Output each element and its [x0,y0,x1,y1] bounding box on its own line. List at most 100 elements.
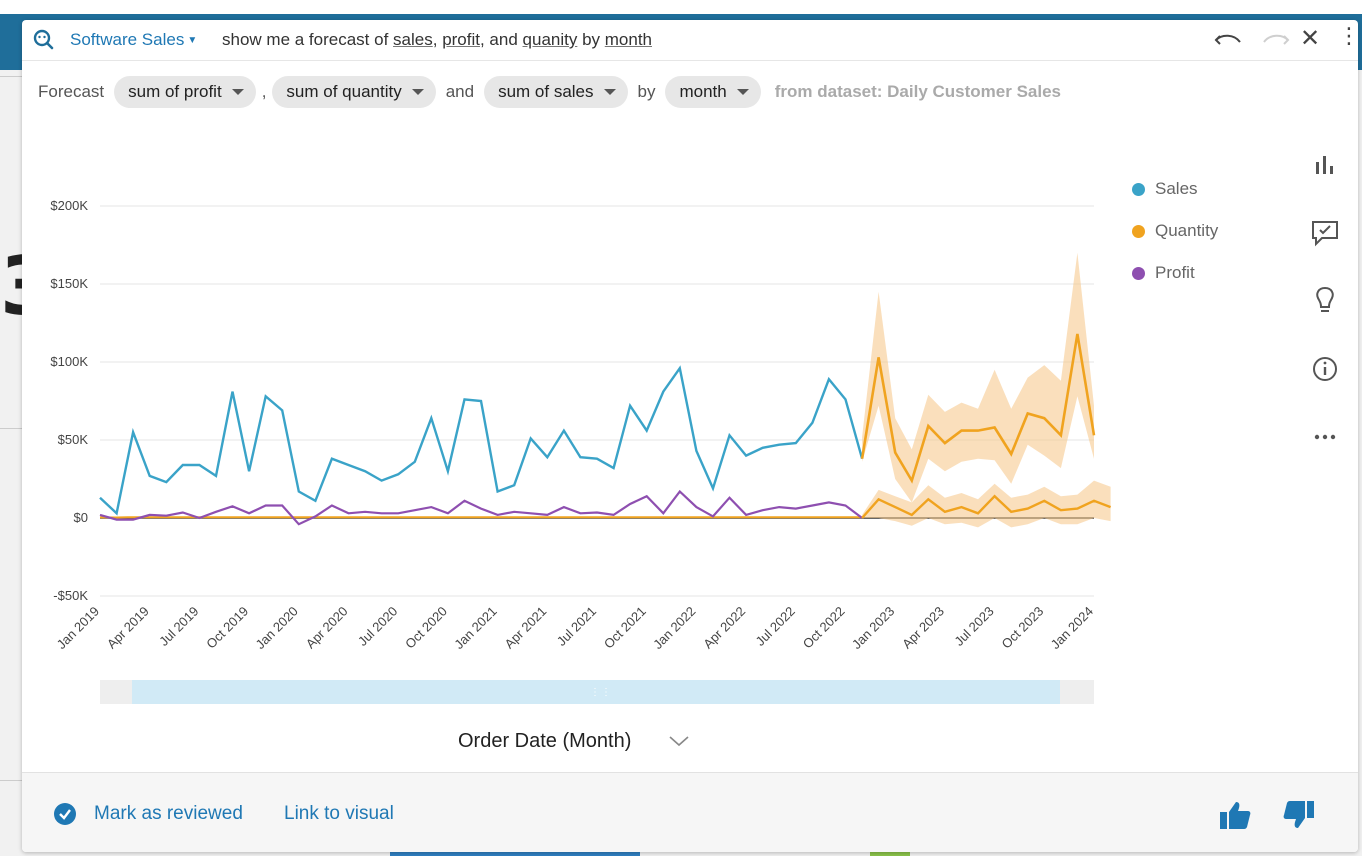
query-bar: Software Sales ▼ show me a forecast of sa… [22,20,1358,61]
query-comma: , [432,30,438,49]
y-tick-label: -$50K [53,588,88,603]
pill-label: sum of quantity [286,82,402,101]
x-tick-label: Jul 2021 [554,604,599,649]
series-line-profit [99,489,863,526]
x-tick-label: Oct 2022 [800,604,848,652]
x-axis-title[interactable]: Order Date (Month) [458,730,632,752]
x-tick-label: Jan 2022 [650,604,698,652]
undo-icon[interactable] [1212,28,1244,52]
lightbulb-icon[interactable] [1310,286,1340,316]
x-tick-label: Oct 2020 [402,604,450,652]
caret-down-icon [231,89,244,95]
query-keyword-month[interactable]: month [604,30,653,49]
chart-scrollbar-thumb[interactable] [132,680,1060,704]
x-tick-label: Jan 2024 [1048,604,1096,652]
more-vertical-icon[interactable]: ⋮ [1338,24,1358,49]
x-tick-label: Jul 2019 [156,604,201,649]
query-and: , and [479,30,523,49]
chevron-down-icon[interactable] [668,734,690,748]
legend-dot [1132,266,1145,280]
close-icon[interactable]: ✕ [1300,24,1321,52]
pill-month[interactable]: month [665,76,761,108]
x-tick-label: Apr 2022 [700,604,748,652]
x-tick-label: Apr 2023 [899,604,947,652]
and-label: and [445,82,475,101]
query-by: by [577,30,605,49]
query-keyword-quantity[interactable]: quanity [522,30,578,49]
x-tick-label: Jul 2023 [951,604,996,649]
pill-sum-of-profit[interactable]: sum of profit [114,76,256,108]
link-to-visual-link[interactable]: Link to visual [284,803,394,824]
query-keyword-sales[interactable]: sales [393,30,433,49]
x-tick-label: Oct 2019 [203,604,251,652]
x-tick-label: Oct 2023 [999,604,1047,652]
redo-icon[interactable] [1260,28,1292,52]
y-tick-label: $50K [58,432,89,447]
y-tick-label: $150K [50,276,88,291]
mark-as-reviewed-link[interactable]: Mark as reviewed [94,803,243,824]
legend-item-quantity[interactable]: Quantity [1132,210,1218,252]
y-tick-label: $0 [74,510,88,525]
query-text[interactable]: show me a forecast of sales, profit, and… [222,30,652,50]
y-tick-label: $100K [50,354,88,369]
legend-dot [1132,224,1145,238]
x-tick-label: Jan 2020 [252,604,300,652]
pill-label: month [679,82,727,101]
drag-handle-icon[interactable]: ⋮⋮ [590,687,612,698]
forecast-label: Forecast [38,82,105,101]
bar-chart-icon[interactable] [1310,150,1340,180]
q-search-icon [33,29,54,50]
caret-down-icon [603,89,616,95]
legend-label: Sales [1155,179,1198,198]
x-tick-label: Apr 2021 [502,604,550,652]
legend-label: Profit [1155,263,1195,282]
feedback-comment-icon[interactable] [1310,218,1340,248]
dataset-label: from dataset: Daily Customer Sales [774,82,1061,101]
forecast-line-profit [861,494,1112,519]
series-line-sales [99,365,864,516]
legend-dot [1132,182,1145,196]
query-prefix: show me a forecast of [222,30,394,49]
pill-label: sum of sales [498,82,594,101]
query-keyword-profit[interactable]: profit [442,30,480,49]
background-divider [0,76,22,77]
legend-item-profit[interactable]: Profit [1132,252,1218,294]
y-tick-label: $200K [50,198,88,213]
check-circle-icon[interactable] [54,803,76,825]
caret-down-icon [411,89,424,95]
pill-label: sum of profit [128,82,222,101]
legend-label: Quantity [1155,221,1219,240]
info-icon[interactable] [1310,354,1340,384]
topic-label: Software Sales [70,30,185,49]
caret-down-icon [736,89,749,95]
legend-item-sales[interactable]: Sales [1132,168,1218,210]
chart-legend: Sales Quantity Profit [1132,168,1218,294]
x-tick-label: Apr 2020 [303,604,351,652]
background-divider [0,780,22,781]
separator-comma: , [261,82,267,101]
x-tick-label: Apr 2019 [104,604,152,652]
visual-side-toolbar [1310,150,1346,490]
x-tick-label: Jul 2022 [753,604,798,649]
background-divider [0,428,22,429]
pill-sum-of-sales[interactable]: sum of sales [484,76,628,108]
x-tick-label: Oct 2021 [601,604,649,652]
caret-down-icon: ▼ [187,35,198,46]
forecast-line-sales [860,333,1096,484]
forecast-sales-confidence-band [862,252,1094,503]
x-tick-label: Jan 2021 [451,604,499,652]
thumbs-up-icon[interactable] [1218,799,1252,831]
x-tick-label: Jan 2023 [849,604,897,652]
x-tick-label: Jul 2020 [355,604,400,649]
q-answer-panel: Software Sales ▼ show me a forecast of sa… [22,20,1358,852]
more-horizontal-icon[interactable] [1310,422,1340,452]
by-label: by [637,82,656,101]
interpretation-bar: Forecast sum of profit , sum of quantity… [34,76,1061,108]
window-top-edge [0,0,1362,14]
x-tick-label: Jan 2019 [54,604,102,652]
pill-sum-of-quantity[interactable]: sum of quantity [272,76,436,108]
panel-footer: Mark as reviewed Link to visual [22,772,1358,852]
thumbs-down-icon[interactable] [1282,799,1316,831]
topic-selector[interactable]: Software Sales ▼ [70,30,197,50]
